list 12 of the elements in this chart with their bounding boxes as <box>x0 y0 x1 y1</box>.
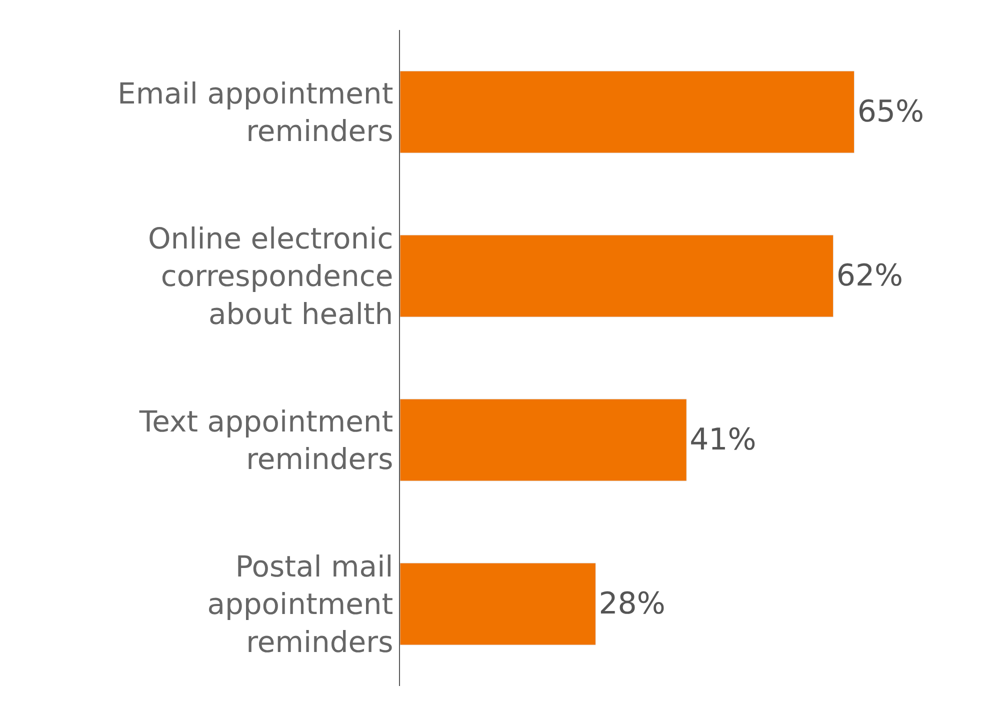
y-tick-label: Text appointment reminders <box>138 404 394 476</box>
y-tick-label: Postal mail appointment reminders <box>207 549 394 659</box>
y-tick-label: Email appointment reminders <box>118 76 394 148</box>
bar <box>400 398 687 482</box>
data-label: 41% <box>690 422 756 458</box>
data-label: 65% <box>857 94 924 130</box>
bar <box>400 234 834 318</box>
bar <box>400 70 855 154</box>
y-tick-label: Online electronic correspondence about health <box>148 221 394 331</box>
data-label: 28% <box>598 586 666 622</box>
data-label: 62% <box>836 258 904 294</box>
bar <box>400 562 596 646</box>
